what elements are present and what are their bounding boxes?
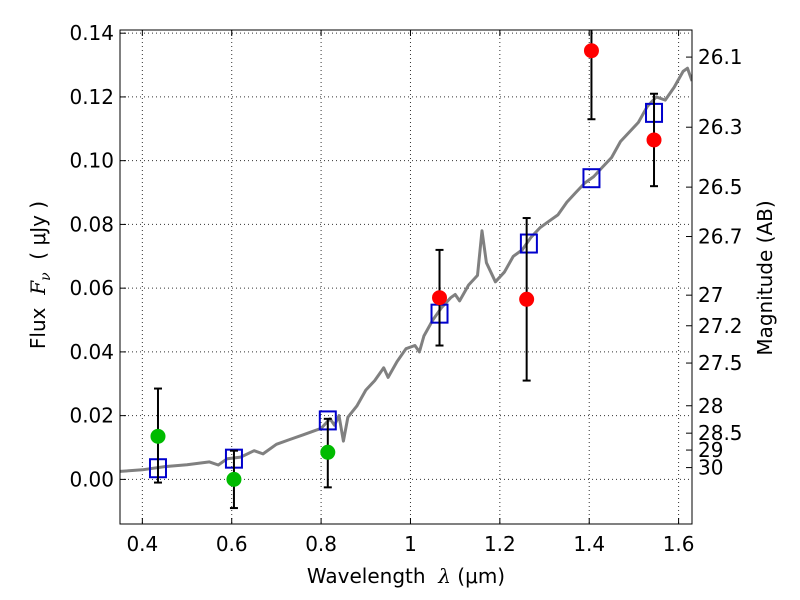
model-photometry-square: [519, 233, 538, 254]
x-tick-label: 1: [404, 532, 417, 556]
x-axis-label-symbol: λ: [437, 564, 451, 588]
mag-tick-label: 30: [698, 456, 723, 480]
mag-tick-label: 26.5: [698, 175, 743, 199]
y-tick-label: 0.04: [69, 340, 114, 364]
spectrum-line: [120, 66, 692, 473]
detection-point: [432, 290, 448, 306]
x-tick-label: 1.6: [663, 532, 695, 556]
detection-point: [646, 132, 662, 148]
non-detection-point: [226, 471, 242, 487]
y-tick-label: 0.00: [69, 467, 114, 491]
model-photometry-square: [582, 168, 601, 189]
y-tick-label: 0.06: [69, 276, 114, 300]
plot-data-group: [120, 30, 692, 510]
y-tick-label: 0.14: [69, 21, 114, 45]
y2-axis-label: Magnitude (AB): [753, 200, 777, 355]
detection-point: [519, 291, 535, 307]
plot-frame: [119, 29, 693, 525]
mag-tick-label: 26.1: [698, 45, 743, 69]
mag-tick-label: 26.7: [698, 225, 743, 249]
y-axis-label-symbol: F: [26, 280, 50, 296]
plot-area: 0.4 0.6 0.8 1 1.2 1.4 1.6 0.00 0.02 0.04 0.06 0.08 0…: [69, 21, 742, 556]
x-tick-label: 1.4: [573, 532, 605, 556]
x-tick-label: 0.4: [126, 532, 158, 556]
y-tick-label: 0.12: [69, 85, 114, 109]
non-detection-point: [150, 428, 166, 444]
y-tick-label: 0.02: [69, 404, 114, 428]
mag-tick-label: 28.5: [698, 421, 743, 445]
y-tick-label: 0.10: [69, 149, 114, 173]
mag-tick-label: 27: [698, 283, 723, 307]
x-tick-label: 1.2: [484, 532, 516, 556]
mag-tick-label: 28: [698, 394, 723, 418]
y-tick-label: 0.08: [69, 212, 114, 236]
x-axis-label: Wavelength λ (μm): [307, 564, 505, 588]
non-detection-point: [320, 444, 336, 460]
x-tick-label: 0.8: [305, 532, 337, 556]
mag-tick-label: 29: [698, 438, 723, 462]
mag-tick-label: 27.2: [698, 314, 743, 338]
x-tick-label: 0.6: [216, 532, 248, 556]
y-axis-label: Flux Fν ( μJy ): [26, 201, 54, 349]
y-axis-label-subscript: ν: [38, 272, 54, 281]
mag-tick-label: 26.3: [698, 115, 743, 139]
detection-point: [583, 43, 599, 59]
mag-tick-label: 27.5: [698, 351, 743, 375]
